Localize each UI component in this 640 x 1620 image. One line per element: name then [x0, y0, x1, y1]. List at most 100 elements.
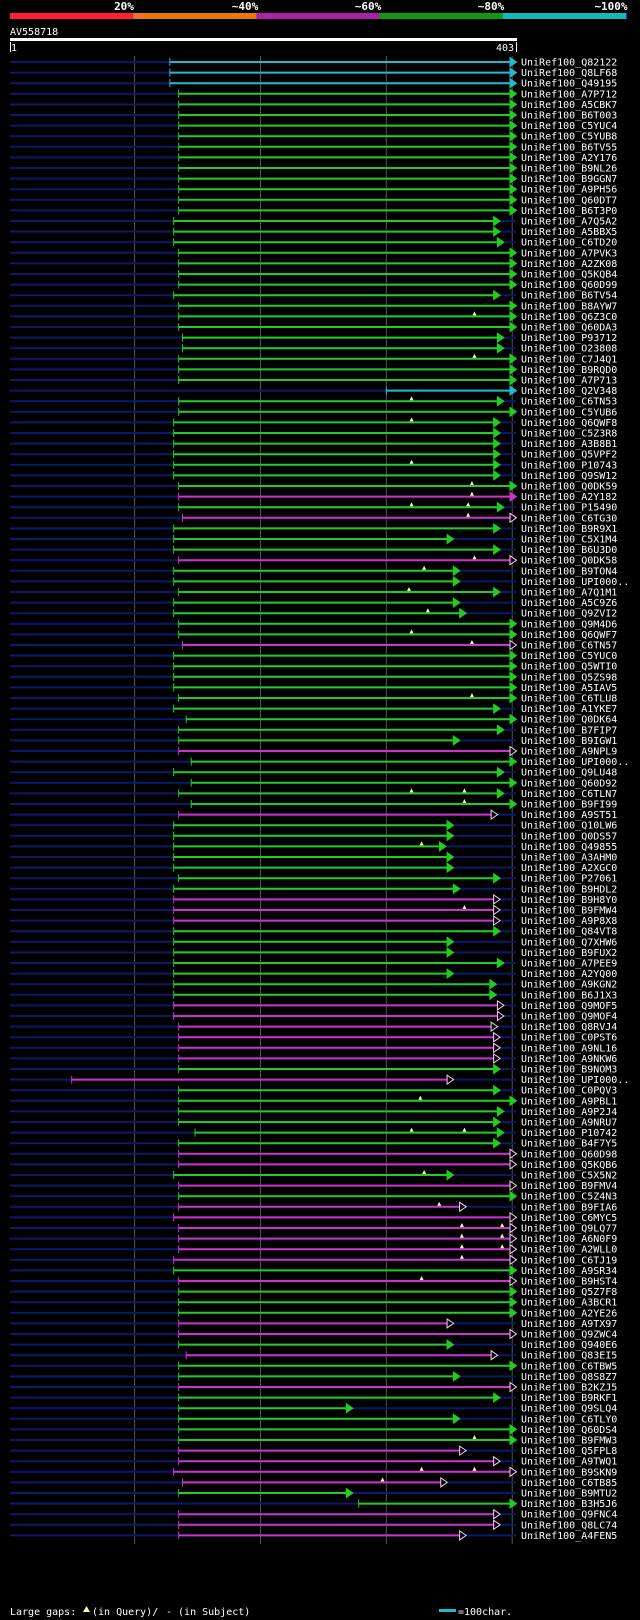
hit-row[interactable]: UniRef100_Q9MOF5	[10, 999, 617, 1012]
hit-row[interactable]: UniRef100_A9NKW6	[10, 1052, 617, 1065]
hit-name[interactable]: UniRef100_A9KGN2	[521, 980, 617, 991]
hit-name[interactable]: UniRef100_Q8RVJ4	[521, 1022, 617, 1033]
hit-row[interactable]: UniRef100_B6U3D0	[10, 544, 617, 556]
hit-row[interactable]: UniRef100_C5X5N2	[10, 1169, 617, 1182]
hit-name[interactable]: UniRef100_B6U3D0	[521, 545, 617, 556]
hit-row[interactable]: UniRef100_A2YE26	[10, 1307, 617, 1319]
hit-row[interactable]: UniRef100_B4F7Y5	[10, 1137, 617, 1150]
hit-name[interactable]: UniRef100_Q5KQB6	[521, 1160, 617, 1171]
hit-row[interactable]: UniRef100_B9FI99	[10, 798, 617, 811]
hit-row[interactable]: UniRef100_A9TX97	[10, 1317, 617, 1330]
hit-name[interactable]: UniRef100_Q6Z3C0	[521, 312, 617, 323]
hit-row[interactable]: UniRef100_B6J1X3	[10, 989, 617, 1001]
hit-row[interactable]: UniRef100_Q9ZVI2	[10, 607, 617, 620]
hit-row[interactable]: UniRef100_A2XGC0	[10, 862, 617, 874]
hit-row[interactable]: UniRef100_C5Z3R8	[10, 427, 617, 440]
hit-row[interactable]: UniRef100_C7J4Q1	[10, 353, 617, 366]
hit-row[interactable]: UniRef100_O23808	[10, 342, 617, 355]
hit-row[interactable]: UniRef100_A9ST51	[10, 809, 617, 821]
hit-name[interactable]: UniRef100_Q60DT7	[521, 195, 617, 206]
hit-name[interactable]: UniRef100_C5YUC4	[521, 121, 617, 132]
hit-name[interactable]: UniRef100_A9ST51	[521, 810, 617, 821]
hit-row[interactable]: UniRef100_P10743	[10, 459, 617, 472]
hit-row[interactable]: UniRef100_Q9LU48	[10, 766, 617, 779]
hit-row[interactable]: UniRef100_B9HDL2	[10, 883, 617, 895]
hit-row[interactable]: UniRef100_A2Y182	[10, 491, 617, 504]
hit-name[interactable]: UniRef100_A2YQ00	[521, 969, 617, 980]
hit-name[interactable]: UniRef100_C6TN53	[521, 397, 617, 408]
hit-row[interactable]: UniRef100_Q9M4D6	[10, 618, 617, 630]
hit-name[interactable]: UniRef100_A9NRU7	[521, 1118, 617, 1129]
hit-name[interactable]: UniRef100_B9MTU2	[521, 1489, 617, 1500]
hit-name[interactable]: UniRef100_Q7XHW6	[521, 937, 617, 948]
hit-row[interactable]: UniRef100_A2Y176	[10, 151, 617, 164]
hit-name[interactable]: UniRef100_Q8LF68	[521, 68, 617, 79]
hit-row[interactable]: UniRef100_B9FMW3	[10, 1434, 617, 1447]
hit-name[interactable]: UniRef100_C0PST6	[521, 1033, 617, 1044]
hit-name[interactable]: UniRef100_A9SR34	[521, 1266, 617, 1277]
hit-name[interactable]: UniRef100_C6TBW5	[521, 1361, 617, 1372]
hit-row[interactable]: UniRef100_A7P713	[10, 374, 617, 387]
hit-name[interactable]: UniRef100_A9NL16	[521, 1043, 617, 1054]
hit-name[interactable]: UniRef100_A5BBX5	[521, 227, 617, 238]
hit-name[interactable]: UniRef100_B9FI99	[521, 800, 617, 811]
hit-row[interactable]: UniRef100_Q60D92	[10, 777, 617, 789]
hit-row[interactable]: UniRef100_C5Z4N3	[10, 1190, 617, 1203]
hit-name[interactable]: UniRef100_Q9ZWC4	[521, 1330, 617, 1341]
hit-name[interactable]: UniRef100_Q49195	[521, 79, 617, 90]
hit-name[interactable]: UniRef100_P93712	[521, 333, 617, 344]
hit-row[interactable]: UniRef100_Q8S8Z7	[10, 1370, 617, 1383]
hit-row[interactable]: UniRef100_C5YUC4	[10, 120, 617, 132]
hit-name[interactable]: UniRef100_C7J4Q1	[521, 354, 617, 365]
hit-name[interactable]: UniRef100_Q9FNC4	[521, 1510, 617, 1521]
hit-row[interactable]: UniRef100_B7FIP7	[10, 724, 617, 736]
hit-row[interactable]: UniRef100_A9NPL9	[10, 745, 617, 758]
hit-row[interactable]: UniRef100_UPI000..	[10, 1074, 629, 1086]
hit-name[interactable]: UniRef100_Q5KQB4	[521, 270, 617, 281]
hit-row[interactable]: UniRef100_C6TLU8	[10, 692, 617, 705]
hit-row[interactable]: UniRef100_Q82122	[10, 56, 617, 69]
hit-row[interactable]: UniRef100_A6N0F9	[10, 1233, 617, 1246]
hit-row[interactable]: UniRef100_A7P712	[10, 88, 617, 100]
hit-name[interactable]: UniRef100_Q9M4D6	[521, 619, 617, 630]
hit-name[interactable]: UniRef100_B9IGW1	[521, 736, 617, 747]
hit-row[interactable]: UniRef100_A7PEE9	[10, 957, 617, 970]
hit-row[interactable]: UniRef100_B9H8Y0	[10, 893, 617, 906]
hit-row[interactable]: UniRef100_A5C9Z6	[10, 597, 617, 609]
hit-row[interactable]: UniRef100_Q9SW12	[10, 469, 617, 482]
hit-row[interactable]: UniRef100_Q5KQB6	[10, 1158, 617, 1171]
hit-row[interactable]: UniRef100_Q0DK58	[10, 554, 617, 567]
hit-row[interactable]: UniRef100_A9KGN2	[10, 978, 617, 991]
hit-row[interactable]: UniRef100_A3BCR1	[10, 1296, 617, 1309]
hit-name[interactable]: UniRef100_Q6QWF8	[521, 418, 617, 429]
hit-row[interactable]: UniRef100_Q60D98	[10, 1148, 617, 1160]
hit-name[interactable]: UniRef100_A9PBL1	[521, 1096, 617, 1107]
hit-name[interactable]: UniRef100_B8AYW7	[521, 301, 617, 312]
hit-name[interactable]: UniRef100_B9NOM3	[521, 1065, 617, 1076]
hit-row[interactable]: UniRef100_B9R9X1	[10, 522, 617, 535]
hit-name[interactable]: UniRef100_C5YUB8	[521, 132, 617, 143]
hit-row[interactable]: UniRef100_Q9LQ77	[10, 1222, 617, 1235]
hit-row[interactable]: UniRef100_C6TLY0	[10, 1413, 617, 1425]
hit-name[interactable]: UniRef100_B9FMV4	[521, 1181, 617, 1192]
hit-row[interactable]: UniRef100_B9GGN7	[10, 173, 617, 185]
hit-row[interactable]: UniRef100_B9HST4	[10, 1275, 617, 1288]
hit-name[interactable]: UniRef100_B9TON4	[521, 566, 617, 577]
hit-name[interactable]: UniRef100_A3BCR1	[521, 1298, 617, 1309]
hit-name[interactable]: UniRef100_Q9SLQ4	[521, 1404, 617, 1415]
hit-name[interactable]: UniRef100_Q60D99	[521, 280, 617, 291]
hit-row[interactable]: UniRef100_P27061	[10, 872, 617, 885]
hit-row[interactable]: UniRef100_A7Q5A2	[10, 215, 617, 228]
hit-name[interactable]: UniRef100_A7Q5A2	[521, 217, 617, 228]
hit-row[interactable]: UniRef100_Q5Z7F8	[10, 1286, 617, 1298]
hit-row[interactable]: UniRef100_A2ZK08	[10, 257, 617, 270]
hit-name[interactable]: UniRef100_A2Y182	[521, 492, 617, 503]
hit-name[interactable]: UniRef100_Q0DS57	[521, 831, 617, 842]
hit-row[interactable]: UniRef100_Q6Z3C0	[10, 310, 617, 323]
hit-name[interactable]: UniRef100_UPI000..	[521, 757, 629, 768]
hit-row[interactable]: UniRef100_Q60DS4	[10, 1423, 617, 1436]
hit-name[interactable]: UniRef100_Q49855	[521, 842, 617, 853]
hit-row[interactable]: UniRef100_UPI000..	[10, 756, 629, 768]
hit-name[interactable]: UniRef100_C6TG30	[521, 513, 617, 524]
hit-row[interactable]: UniRef100_C5YUB8	[10, 130, 617, 143]
